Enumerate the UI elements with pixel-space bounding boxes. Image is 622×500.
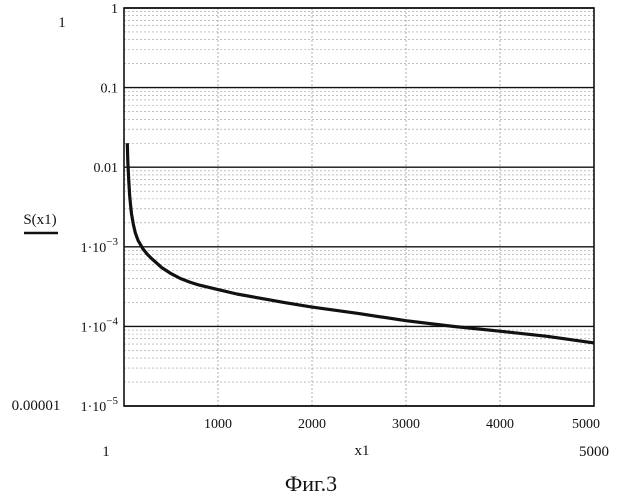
- series-curve: [127, 143, 594, 343]
- x-tick-label: 1000: [204, 417, 232, 432]
- x-tick-label: 3000: [392, 417, 420, 432]
- figure-caption: Фиг.3: [285, 471, 337, 496]
- y-tick-label: 1·10−5: [81, 395, 119, 415]
- x-axis-label: x1: [355, 443, 370, 459]
- x-range-right-label: 5000: [579, 444, 609, 460]
- y-tick-label: 0.01: [94, 161, 119, 176]
- y-tick-label: 1·10−3: [81, 236, 119, 256]
- y-tick-label: 0.1: [101, 82, 119, 97]
- y-tick-label: 1: [111, 2, 118, 17]
- vertical-grid: [218, 8, 500, 406]
- y-tick-labels: 1 0.1 0.01 1·10−3 1·10−4 1·10−5: [81, 2, 119, 415]
- plot-frame: [124, 8, 594, 406]
- y-range-top-label: 1: [58, 15, 66, 31]
- x-tick-labels: 1000 2000 3000 4000 5000: [204, 417, 600, 432]
- major-grid: [124, 8, 594, 406]
- x-tick-label: 5000: [572, 417, 600, 432]
- y-tick-label: 1·10−4: [81, 315, 119, 335]
- x-range-left-label: 1: [102, 444, 110, 460]
- x-tick-label: 4000: [486, 417, 514, 432]
- x-tick-label: 2000: [298, 417, 326, 432]
- y-range-bottom-label: 0.00001: [12, 398, 61, 414]
- y-axis-label: S(x1): [23, 212, 56, 228]
